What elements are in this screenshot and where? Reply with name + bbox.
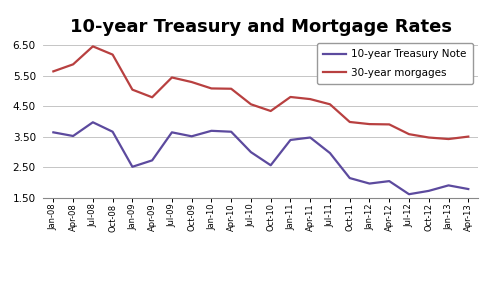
10-year Treasury Note [426, 189, 432, 193]
10-year Treasury Note [268, 164, 273, 167]
30-year morgages [287, 95, 293, 99]
30-year morgages [386, 123, 392, 126]
10-year Treasury Note [149, 159, 155, 162]
10-year Treasury Note [209, 129, 214, 133]
30-year morgages [70, 63, 76, 66]
10-year Treasury Note [70, 134, 76, 138]
30-year morgages [367, 122, 372, 126]
30-year morgages [268, 109, 273, 113]
10-year Treasury Note [367, 182, 372, 185]
30-year morgages [327, 102, 333, 106]
30-year morgages [90, 45, 96, 48]
Title: 10-year Treasury and Mortgage Rates: 10-year Treasury and Mortgage Rates [70, 18, 452, 36]
30-year morgages [209, 87, 214, 90]
30-year morgages [466, 135, 471, 138]
10-year Treasury Note [466, 187, 471, 191]
10-year Treasury Note [50, 131, 56, 134]
30-year morgages [426, 136, 432, 139]
Line: 10-year Treasury Note: 10-year Treasury Note [53, 122, 469, 194]
10-year Treasury Note [169, 131, 175, 134]
30-year morgages [50, 70, 56, 73]
10-year Treasury Note [287, 138, 293, 142]
10-year Treasury Note [248, 150, 254, 154]
10-year Treasury Note [189, 134, 195, 138]
10-year Treasury Note [307, 136, 313, 139]
30-year morgages [228, 87, 234, 91]
30-year morgages [446, 137, 452, 141]
30-year morgages [307, 97, 313, 101]
30-year morgages [347, 120, 353, 124]
10-year Treasury Note [327, 151, 333, 155]
30-year morgages [149, 95, 155, 99]
10-year Treasury Note [386, 179, 392, 183]
30-year morgages [129, 88, 135, 91]
10-year Treasury Note [228, 130, 234, 134]
10-year Treasury Note [110, 130, 115, 134]
30-year morgages [248, 102, 254, 106]
30-year morgages [110, 53, 115, 56]
10-year Treasury Note [129, 165, 135, 168]
Line: 30-year morgages: 30-year morgages [53, 46, 469, 139]
10-year Treasury Note [446, 184, 452, 187]
30-year morgages [169, 76, 175, 79]
30-year morgages [189, 80, 195, 84]
10-year Treasury Note [347, 176, 353, 180]
10-year Treasury Note [90, 120, 96, 124]
30-year morgages [406, 132, 412, 136]
Legend: 10-year Treasury Note, 30-year morgages: 10-year Treasury Note, 30-year morgages [317, 43, 473, 84]
10-year Treasury Note [406, 192, 412, 196]
